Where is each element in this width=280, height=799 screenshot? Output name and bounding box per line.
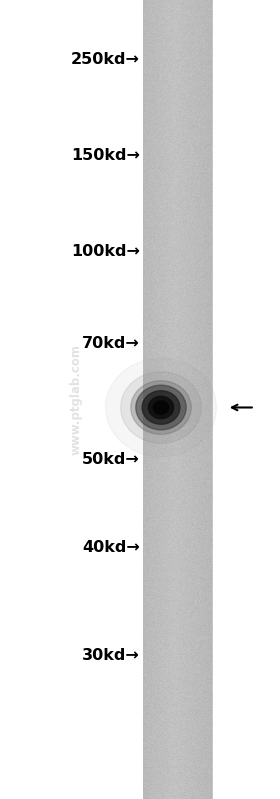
Ellipse shape xyxy=(148,396,174,419)
Ellipse shape xyxy=(106,358,216,457)
Ellipse shape xyxy=(136,385,186,430)
Ellipse shape xyxy=(153,401,169,414)
Ellipse shape xyxy=(142,391,180,424)
Bar xyxy=(213,0,280,799)
Text: www.ptglab.com: www.ptglab.com xyxy=(69,344,82,455)
Text: 100kd→: 100kd→ xyxy=(71,244,140,259)
Text: 30kd→: 30kd→ xyxy=(82,648,140,662)
Text: 70kd→: 70kd→ xyxy=(82,336,140,351)
Text: 50kd→: 50kd→ xyxy=(82,452,140,467)
Text: 150kd→: 150kd→ xyxy=(71,149,140,163)
Ellipse shape xyxy=(131,380,191,435)
Ellipse shape xyxy=(121,372,201,443)
Text: 250kd→: 250kd→ xyxy=(71,53,140,67)
Text: 40kd→: 40kd→ xyxy=(82,540,140,555)
